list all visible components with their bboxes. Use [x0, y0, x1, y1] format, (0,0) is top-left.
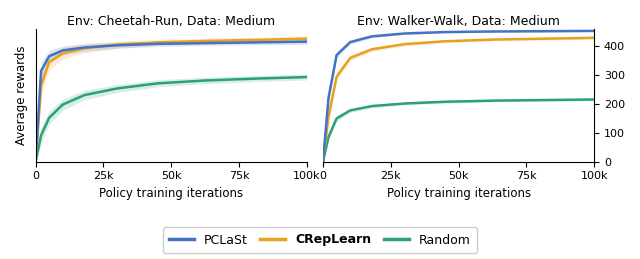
- Y-axis label: Average rewards: Average rewards: [15, 46, 28, 145]
- X-axis label: Policy training iterations: Policy training iterations: [387, 187, 531, 200]
- Title: Env: Cheetah-Run, Data: Medium: Env: Cheetah-Run, Data: Medium: [67, 15, 275, 28]
- X-axis label: Policy training iterations: Policy training iterations: [99, 187, 243, 200]
- Legend: PCLaSt, CRepLearn, Random: PCLaSt, CRepLearn, Random: [163, 227, 477, 253]
- Title: Env: Walker-Walk, Data: Medium: Env: Walker-Walk, Data: Medium: [357, 15, 560, 28]
